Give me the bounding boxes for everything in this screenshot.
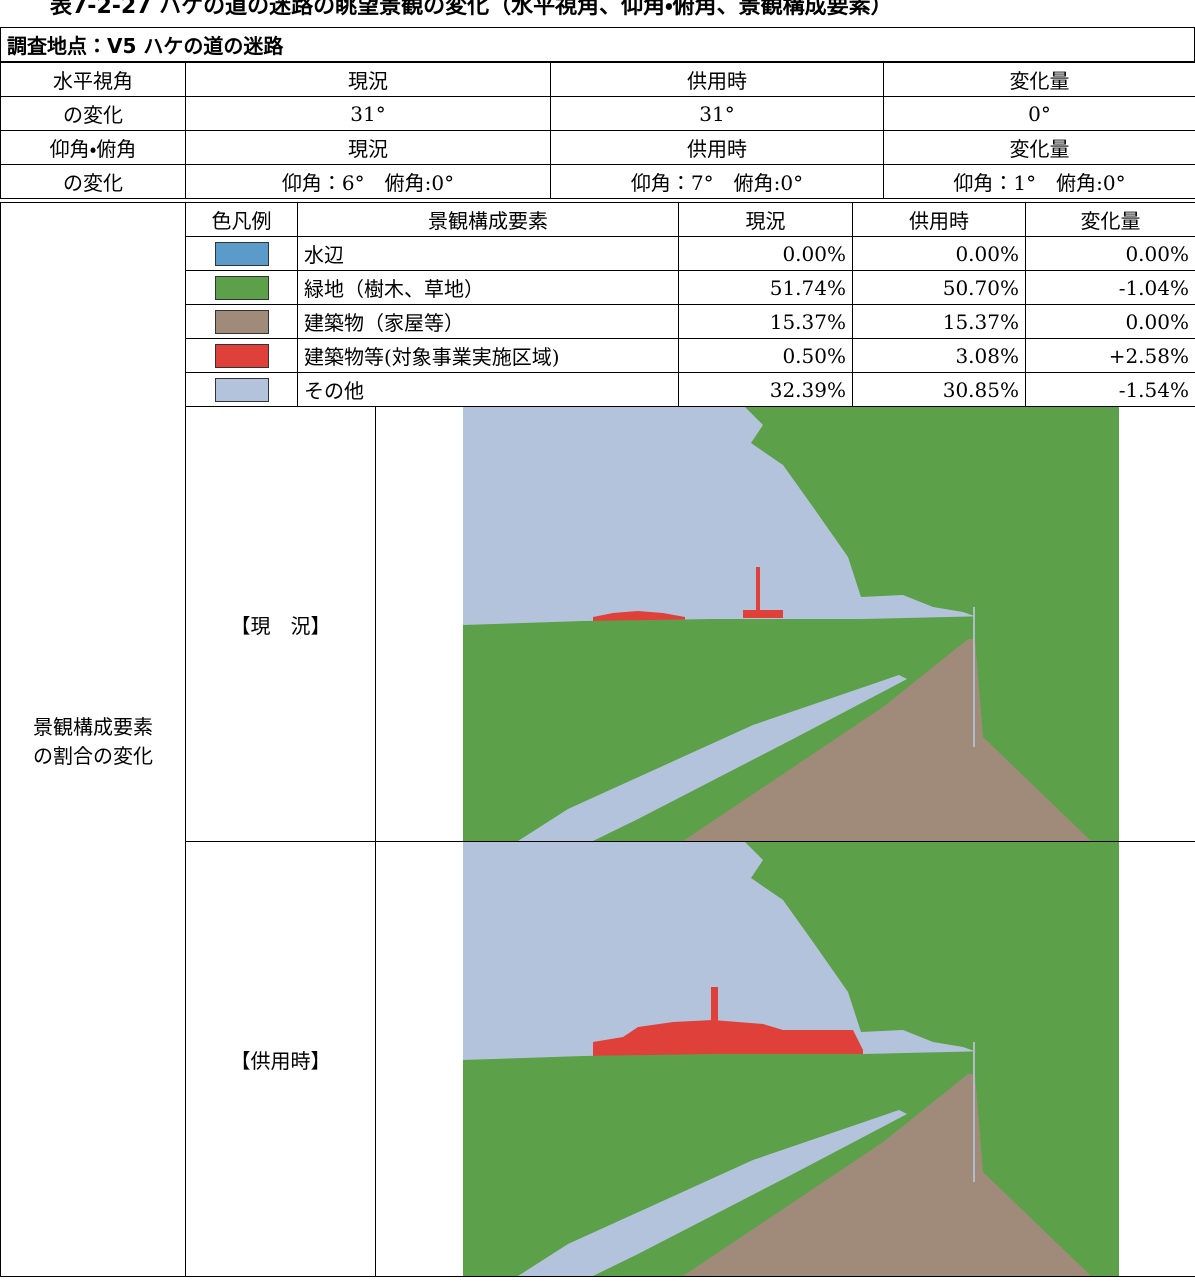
row-label: 仰角・俯角 [0, 130, 186, 165]
header: 供用時 [550, 130, 884, 165]
percent: 0.00% [678, 236, 853, 271]
angle-table: 水平視角 現況 供用時 変化量 の変化 31° 31° 0° 仰角・俯角 現況 … [0, 62, 1195, 199]
location-label: 調査地点：V5 [7, 34, 137, 58]
legend-row: 建築物（家屋等） 15.37% 15.37% 0.00% [1, 304, 1195, 339]
cell: 0° [883, 96, 1195, 131]
percent: 0.00% [852, 236, 1026, 271]
swatch-cell [185, 270, 298, 305]
trees [745, 407, 1119, 619]
header: 供用時 [550, 62, 884, 97]
dep: 俯角:0° [1056, 171, 1126, 195]
view-image [375, 406, 1195, 842]
scene-group [463, 407, 1119, 841]
composition-table: 景観構成要素 の割合の変化 色凡例 景観構成要素 現況 供用時 変化量 水辺 0.0… [0, 202, 1195, 1277]
row-label: 景観構成要素 の割合の変化 [0, 202, 186, 1277]
label-line: 景観構成要素 [33, 714, 153, 739]
scene [463, 842, 1119, 1276]
header: 現況 [185, 62, 551, 97]
percent: -1.54% [1025, 372, 1195, 407]
scene-row: 【供用時】 [1, 841, 1195, 1277]
element-name: 建築物等(対象事業実施区域) [297, 338, 679, 373]
swatch [214, 242, 269, 267]
scene [463, 407, 1119, 841]
swatch-cell [185, 304, 298, 339]
header: 変化量 [1025, 202, 1195, 237]
location: 調査地点：V5 ハケの道の迷路 [0, 27, 1195, 62]
swatch-cell [185, 372, 298, 407]
element-name: 水辺 [297, 236, 679, 271]
view-image [375, 841, 1195, 1277]
location-table: 調査地点：V5 ハケの道の迷路 [0, 27, 1195, 62]
row-label: 水平視角 [0, 62, 186, 97]
elev: 仰角：6° [281, 171, 365, 195]
swatch [214, 310, 269, 335]
road [683, 639, 1091, 841]
chimney [756, 567, 760, 615]
swatch-cell [185, 338, 298, 373]
header: 景観構成要素 [297, 202, 679, 237]
channel [518, 675, 907, 841]
percent: 3.08% [852, 338, 1026, 373]
header: 変化量 [883, 130, 1195, 165]
road [683, 1074, 1091, 1276]
dep: 俯角:0° [384, 171, 455, 195]
cell: 仰角：6° 俯角:0° [185, 164, 551, 199]
legend-row: 建築物等(対象事業実施区域) 0.50% 3.08% +2.58% [1, 338, 1195, 373]
elev: 仰角：1° [953, 171, 1037, 195]
percent: 15.37% [678, 304, 853, 339]
cell: 仰角：7° 俯角:0° [550, 164, 884, 199]
cell: 31° [550, 96, 884, 131]
element-name: 建築物（家屋等） [297, 304, 679, 339]
percent: 32.39% [678, 372, 853, 407]
scene-row: 【現 況】 [1, 406, 1195, 842]
trees [745, 842, 1119, 1054]
header: 色凡例 [185, 202, 298, 237]
row-label: の変化 [0, 96, 186, 131]
swatch [214, 276, 269, 301]
percent: -1.04% [1025, 270, 1195, 305]
elev: 仰角：7° [630, 171, 714, 195]
percent: 0.00% [1025, 304, 1195, 339]
percent: 0.00% [1025, 236, 1195, 271]
percent: 30.85% [852, 372, 1026, 407]
view-label: 【供用時】 [185, 841, 376, 1277]
cell: 仰角：1° 俯角:0° [883, 164, 1195, 199]
row-label: の変化 [0, 164, 186, 199]
building [743, 610, 783, 618]
swatch [214, 378, 269, 403]
location-name: ハケの道の迷路 [143, 34, 284, 58]
swatch-cell [185, 236, 298, 271]
dep: 俯角:0° [733, 171, 804, 195]
percent: 15.37% [852, 304, 1026, 339]
swatch [214, 344, 269, 369]
element-name: その他 [297, 372, 679, 407]
element-name: 緑地（樹木、草地） [297, 270, 679, 305]
label-line: の割合の変化 [33, 743, 153, 768]
percent: 51.74% [678, 270, 853, 305]
view-label: 【現 況】 [185, 406, 376, 842]
header: 供用時 [852, 202, 1026, 237]
cell: 31° [185, 96, 551, 131]
percent: 50.70% [852, 270, 1026, 305]
header: 現況 [185, 130, 551, 165]
percent: +2.58% [1025, 338, 1195, 373]
doc-title: 表7-2-27 ハケの道の迷路の眺望景観の変化（水平視角、仰角・俯角、景観構成要… [50, 0, 893, 19]
chimney [711, 987, 718, 1037]
percent: 0.50% [678, 338, 853, 373]
channel [518, 1110, 907, 1276]
scene-group [463, 842, 1119, 1276]
header: 変化量 [883, 62, 1195, 97]
legend-row: 水辺 0.00% 0.00% 0.00% [1, 236, 1195, 271]
header: 現況 [678, 202, 853, 237]
